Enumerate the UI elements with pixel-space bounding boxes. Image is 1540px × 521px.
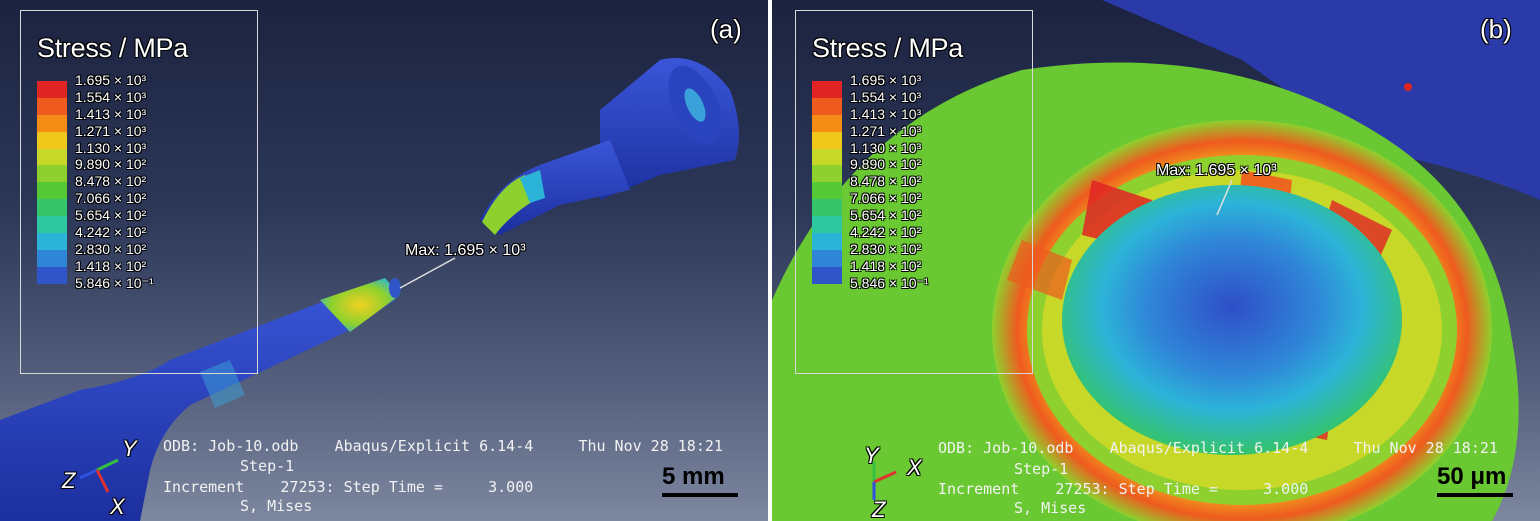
- increment-info: Increment 27253: Step Time = 3.000: [163, 478, 534, 496]
- legend-swatch: [812, 148, 842, 166]
- panel-letter: (a): [710, 14, 742, 44]
- legend-title: Stress / MPa: [37, 33, 188, 63]
- triad-axis-label: Y: [864, 443, 879, 468]
- legend-value: 5.654 × 10²: [75, 207, 147, 224]
- increment-info: Increment 27253: Step Time = 3.000: [938, 480, 1309, 498]
- legend-value: 1.418 × 10²: [75, 257, 147, 274]
- legend-value: 2.830 × 10²: [850, 240, 922, 257]
- scale-bar-label: 50 μm: [1437, 463, 1507, 490]
- legend-title: Stress / MPa: [812, 33, 963, 63]
- legend-swatch: [812, 233, 842, 250]
- legend-swatch: [37, 131, 67, 149]
- legend-swatch: [37, 233, 67, 250]
- legend-values: 1.695 × 10³ 1.554 × 10³ 1.413 × 10³ 1.27…: [850, 72, 929, 292]
- timestamp: Thu Nov 28 18:21: [578, 437, 723, 455]
- step-info: Step-1: [1014, 460, 1069, 478]
- odb-info: ODB: Job-10.odb Abaqus/Explicit 6.14-4 T…: [163, 437, 723, 456]
- legend-swatch: [37, 216, 67, 234]
- legend-color-scale: [37, 81, 67, 284]
- legend-value: 8.478 × 10²: [75, 173, 147, 190]
- legend-values: 1.695 × 10³ 1.554 × 10³ 1.413 × 10³ 1.27…: [75, 72, 154, 292]
- legend-value: 1.413 × 10³: [75, 105, 147, 122]
- legend-swatch: [812, 182, 842, 200]
- panel-letter: (b): [1480, 14, 1512, 44]
- legend-value: 2.830 × 10²: [75, 240, 147, 257]
- legend-value: 5.654 × 10²: [850, 207, 922, 224]
- legend-value: 1.554 × 10³: [850, 88, 922, 105]
- legend-value: 9.890 × 10²: [850, 156, 922, 173]
- triad-axis-label: X: [907, 455, 922, 480]
- legend-swatch: [37, 165, 67, 183]
- triad-axis-label: Y: [122, 436, 137, 461]
- scale-bar-line: [1437, 493, 1513, 497]
- solver-version: Abaqus/Explicit 6.14-4: [334, 437, 534, 455]
- legend-swatch: [812, 249, 842, 267]
- legend-value: 7.066 × 10²: [850, 190, 922, 207]
- legend-swatch: [37, 266, 67, 284]
- odb-info: ODB: Job-10.odb Abaqus/Explicit 6.14-4 T…: [938, 439, 1498, 458]
- legend-swatch: [812, 114, 842, 132]
- legend-value: 4.242 × 10²: [850, 224, 922, 241]
- step-info: Step-1: [240, 457, 295, 475]
- legend-swatch: [812, 97, 842, 115]
- triad-axis-label: Z: [872, 497, 886, 521]
- field-info: S, Mises: [1014, 499, 1087, 517]
- max-stress-label: Max: 1.695 × 10³: [1156, 162, 1277, 179]
- legend-value: 5.846 × 10⁻¹: [850, 274, 929, 291]
- legend-value: 1.554 × 10³: [75, 88, 147, 105]
- triad-axis-label: X: [110, 494, 125, 519]
- legend-value: 1.695 × 10³: [850, 72, 922, 88]
- legend-swatch: [37, 114, 67, 132]
- scale-bar: 50 μm: [1437, 463, 1513, 497]
- legend-value: 7.066 × 10²: [75, 190, 147, 207]
- panel-a: Stress / MPa 1.695 × 10³ 1.554 × 10³ 1.4…: [0, 0, 768, 521]
- legend-swatch: [812, 165, 842, 183]
- legend-value: 1.413 × 10³: [850, 105, 922, 122]
- triad-axis-label: Z: [62, 468, 76, 493]
- legend-swatch: [37, 81, 67, 98]
- legend-swatch: [812, 199, 842, 217]
- legend-value: 1.695 × 10³: [75, 72, 147, 88]
- legend-swatch: [37, 249, 67, 267]
- lower-shaft: [0, 280, 395, 521]
- legend-swatch: [37, 148, 67, 166]
- legend-swatch: [812, 216, 842, 234]
- specimen-render-b: [772, 0, 1540, 521]
- legend-value: 1.130 × 10³: [850, 139, 922, 156]
- legend-swatch: [812, 266, 842, 284]
- legend-swatch: [37, 97, 67, 115]
- legend-value: 9.890 × 10²: [75, 156, 147, 173]
- legend-swatch: [812, 131, 842, 149]
- legend-box: Stress / MPa 1.695 × 10³ 1.554 × 10³ 1.4…: [795, 10, 1033, 374]
- legend-color-scale: [812, 81, 842, 284]
- max-stress-label: Max: 1.695 × 10³: [405, 242, 526, 259]
- legend-value: 8.478 × 10²: [850, 173, 922, 190]
- legend-box: Stress / MPa 1.695 × 10³ 1.554 × 10³ 1.4…: [20, 10, 258, 374]
- legend-value: 5.846 × 10⁻¹: [75, 274, 154, 291]
- field-info: S, Mises: [240, 497, 313, 515]
- legend-swatch: [37, 182, 67, 200]
- timestamp: Thu Nov 28 18:21: [1353, 439, 1498, 457]
- odb-name: ODB: Job-10.odb: [163, 437, 299, 455]
- scale-bar-label: 5 mm: [662, 463, 725, 490]
- legend-value: 1.130 × 10³: [75, 139, 147, 156]
- legend-swatch: [812, 81, 842, 98]
- legend-value: 1.418 × 10²: [850, 257, 922, 274]
- odb-name: ODB: Job-10.odb: [938, 439, 1074, 457]
- legend-value: 4.242 × 10²: [75, 224, 147, 241]
- solver-version: Abaqus/Explicit 6.14-4: [1109, 439, 1309, 457]
- panel-b: Stress / MPa 1.695 × 10³ 1.554 × 10³ 1.4…: [772, 0, 1540, 521]
- legend-swatch: [37, 199, 67, 217]
- specimen-render-a: [0, 58, 739, 521]
- legend-value: 1.271 × 10³: [850, 122, 922, 139]
- legend-value: 1.271 × 10³: [75, 122, 147, 139]
- scale-bar-line: [662, 493, 738, 497]
- scale-bar: 5 mm: [662, 463, 738, 497]
